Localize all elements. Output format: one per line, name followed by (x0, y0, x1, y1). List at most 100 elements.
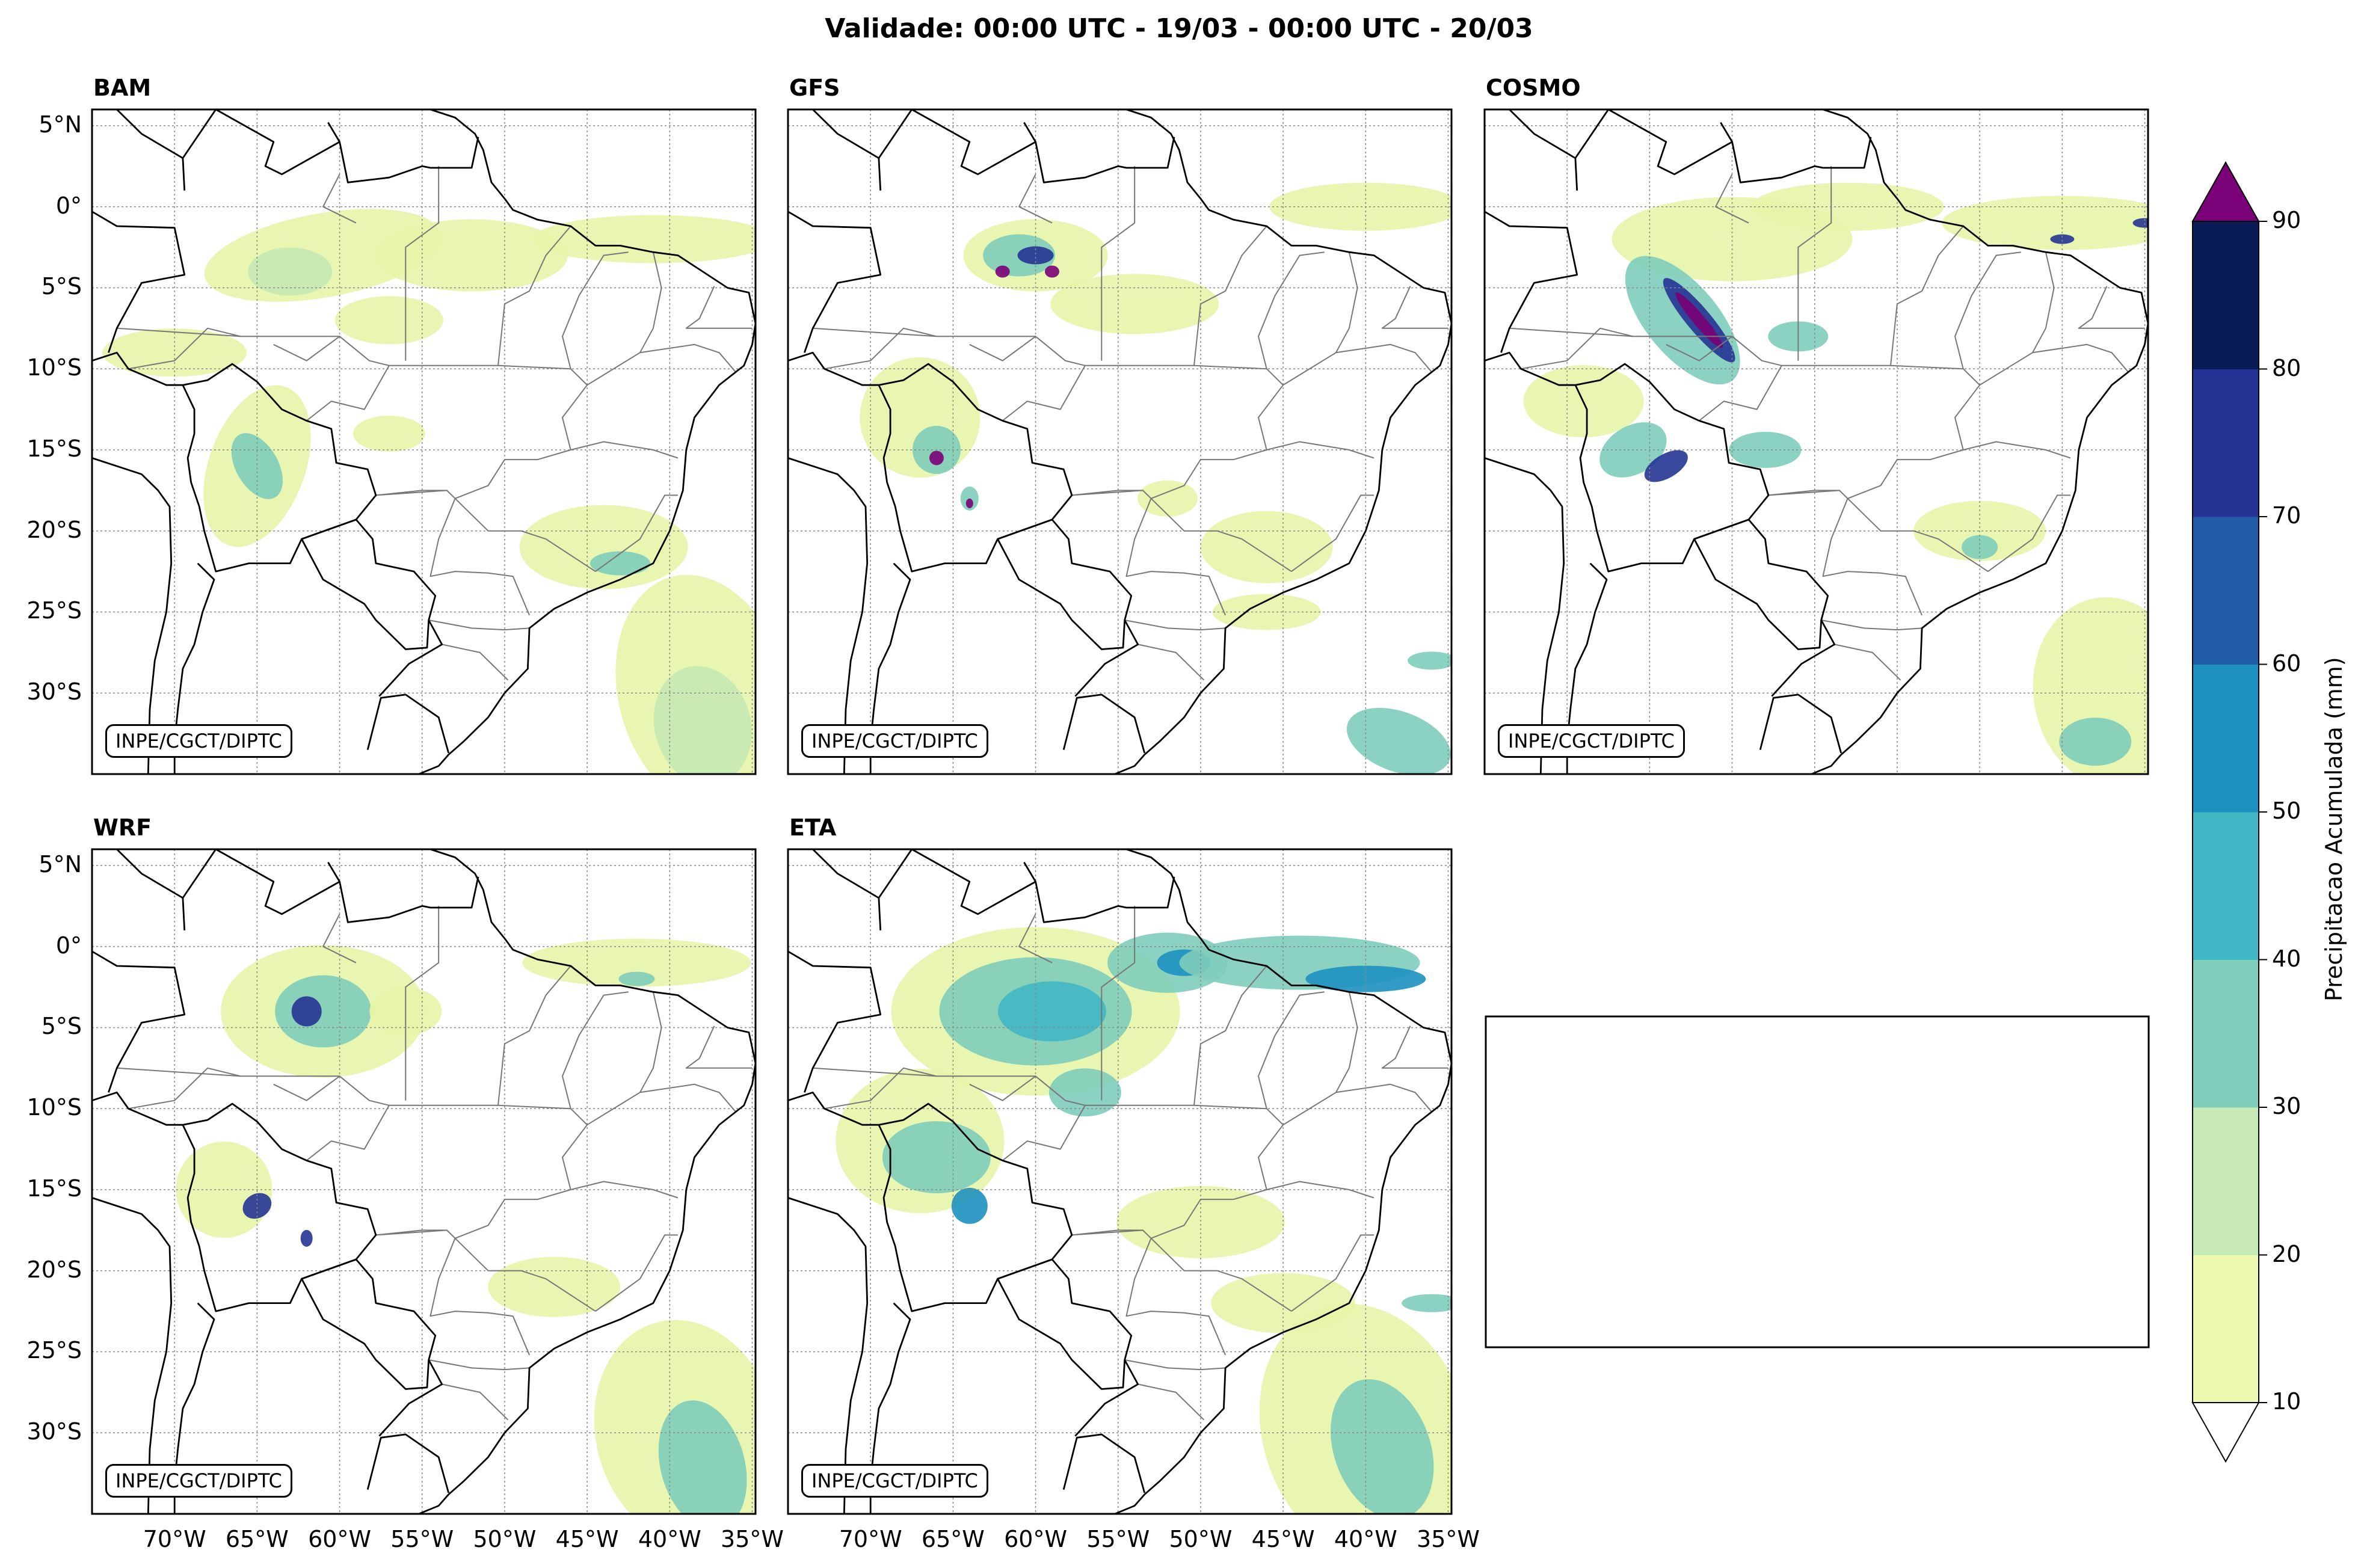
country-border (1811, 323, 2148, 774)
state-border (824, 327, 937, 370)
panel-frame (91, 848, 757, 1515)
precip-patch (1408, 651, 1451, 670)
state-border (1137, 644, 1205, 681)
country-border (878, 109, 1037, 191)
precip-patch (300, 1229, 313, 1247)
precip-patch (960, 486, 979, 511)
panel-frame (91, 108, 757, 775)
state-border (1834, 644, 1901, 681)
state-border (1193, 226, 1267, 366)
state-border (442, 644, 509, 681)
colorbar-segment (2193, 369, 2259, 517)
state-border (1979, 251, 2055, 386)
panel-title: COSMO (1486, 75, 1581, 101)
precip-patch (1402, 1294, 1451, 1312)
panel-title: BAM (93, 75, 152, 101)
colorbar-tick-label: 80 (2272, 354, 2301, 381)
lon-label: 65°W (225, 1526, 289, 1552)
lat-label: 15°S (26, 435, 82, 462)
country-border (1823, 109, 2148, 324)
precip-patch (2132, 218, 2148, 228)
lon-label: 70°W (143, 1526, 206, 1552)
precip-patch (1644, 450, 1688, 482)
state-border (128, 1067, 241, 1110)
state-border (1768, 490, 1839, 496)
state-border (1381, 286, 1448, 329)
lon-label: 60°W (308, 1526, 372, 1552)
state-border (1954, 251, 2021, 369)
state-border (2032, 343, 2129, 373)
state-border (1150, 498, 1292, 572)
precip-patch (242, 1193, 272, 1219)
country-border (1126, 849, 1451, 1064)
country-border (92, 351, 183, 386)
map-panel-eta (787, 848, 1453, 1515)
lon-label: 40°W (1334, 1526, 1397, 1552)
state-border (1150, 1238, 1292, 1312)
lat-label: 25°S (26, 1337, 82, 1364)
precip-patch (1729, 431, 1802, 468)
precip-patch (618, 971, 655, 986)
panel-frame (787, 108, 1453, 775)
colorbar-tick-label: 90 (2272, 207, 2301, 233)
state-border (1291, 494, 1374, 572)
country-border (1035, 137, 1175, 183)
precip-patch (1017, 246, 1054, 265)
state-border (1101, 906, 1136, 1101)
state-border (442, 1383, 509, 1421)
country-border (430, 109, 756, 324)
state-border (595, 1234, 678, 1312)
colorbar-under-arrow (2191, 1402, 2260, 1463)
country-border (1485, 351, 1575, 386)
lat-label: 0° (55, 192, 82, 219)
state-border (405, 166, 440, 361)
state-border (570, 441, 679, 459)
country-border (339, 137, 479, 183)
state-border (562, 991, 629, 1109)
lat-label: 30°S (26, 678, 82, 706)
precip-patch (1050, 274, 1219, 334)
country-border (92, 950, 186, 1093)
precip-patch (1269, 182, 1451, 231)
precip-patch (275, 975, 372, 1048)
state-border (429, 1238, 531, 1356)
state-border (1266, 1181, 1374, 1199)
state-border (1335, 343, 1432, 373)
state-border (1381, 1025, 1448, 1069)
state-border (813, 1067, 1284, 1239)
precip-patch (334, 296, 443, 345)
lon-label: 65°W (921, 1526, 985, 1552)
lat-label: 30°S (26, 1418, 82, 1445)
state-border (375, 1229, 447, 1236)
precip-patch (1116, 1185, 1285, 1258)
state-border (429, 498, 531, 616)
precip-patch (375, 219, 568, 292)
map-panel-gfs (787, 108, 1453, 775)
panel-title: ETA (789, 814, 837, 841)
colorbar-segment (2193, 959, 2259, 1108)
country-border (116, 109, 183, 159)
colorbar-segment (2193, 221, 2259, 369)
state-border (1124, 620, 1226, 631)
lat-label: 20°S (26, 516, 82, 543)
country-border (788, 1197, 869, 1514)
state-border (1002, 365, 1086, 422)
state-border (273, 336, 340, 361)
colorbar-tick-label: 70 (2272, 502, 2301, 529)
country-border (418, 323, 756, 774)
state-border (1291, 1234, 1374, 1312)
state-border (1258, 991, 1325, 1109)
colorbar-over-arrow (2191, 161, 2260, 222)
state-border (969, 336, 1036, 361)
precip-patch (995, 265, 1010, 278)
lat-label: 15°S (26, 1175, 82, 1202)
credit-badge: INPE/CGCT/DIPTC (105, 724, 292, 758)
state-border (1193, 965, 1267, 1105)
colorbar-segment (2193, 1107, 2259, 1255)
state-border (2078, 286, 2145, 329)
lat-label: 10°S (26, 1094, 82, 1121)
state-border (1335, 1083, 1432, 1113)
lat-label: 25°S (26, 597, 82, 624)
lat-label: 10°S (26, 354, 82, 381)
state-border (1797, 166, 1832, 361)
